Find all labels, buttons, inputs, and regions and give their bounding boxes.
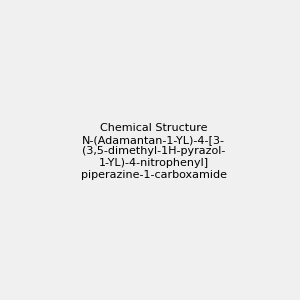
Text: Chemical Structure
N-(Adamantan-1-YL)-4-[3-
(3,5-dimethyl-1H-pyrazol-
1-YL)-4-ni: Chemical Structure N-(Adamantan-1-YL)-4-…: [81, 123, 227, 180]
